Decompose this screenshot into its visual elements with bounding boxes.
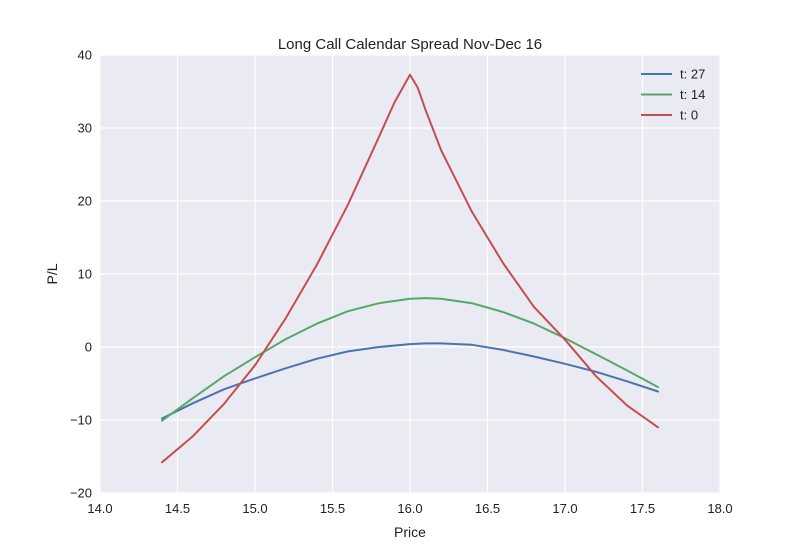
x-tick-label: 17.5 [630,501,655,516]
y-tick-labels: −20 −10 0 10 20 30 40 [70,48,92,501]
legend-label: t: 14 [680,87,705,102]
y-tick-label: −20 [70,486,92,501]
x-axis-label: Price [394,524,426,540]
x-tick-label: 14.5 [165,501,190,516]
x-tick-label: 14.0 [87,501,112,516]
y-tick-label: 10 [78,267,92,282]
x-tick-label: 18.0 [707,501,732,516]
y-tick-label: 20 [78,194,92,209]
x-tick-label: 15.5 [320,501,345,516]
legend-label: t: 27 [680,67,705,82]
x-tick-label: 15.0 [242,501,267,516]
y-tick-label: 0 [85,340,92,355]
y-axis-label: P/L [44,263,60,284]
y-tick-label: 40 [78,48,92,63]
x-tick-label: 16.0 [397,501,422,516]
y-tick-label: 30 [78,121,92,136]
legend-label: t: 0 [680,108,698,123]
x-tick-labels: 14.0 14.5 15.0 15.5 16.0 16.5 17.0 17.5 18.0 [87,501,732,516]
x-tick-label: 17.0 [552,501,577,516]
chart-title: Long Call Calendar Spread Nov-Dec 16 [278,36,542,53]
y-tick-label: −10 [70,413,92,428]
x-tick-label: 16.5 [475,501,500,516]
